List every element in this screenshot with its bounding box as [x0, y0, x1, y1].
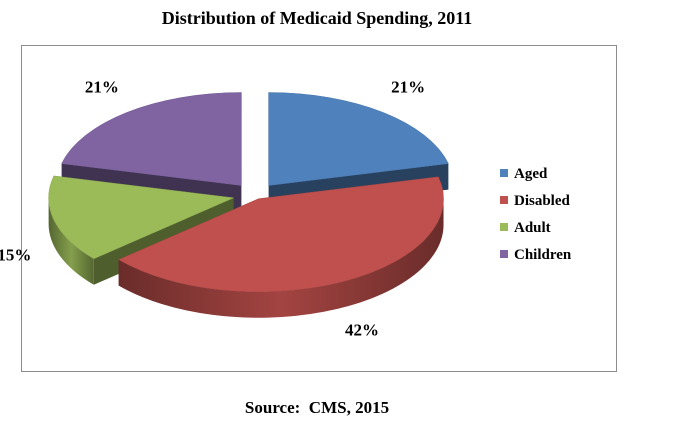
legend-swatch-children [500, 250, 508, 258]
legend-label-disabled: Disabled [514, 193, 571, 209]
legend-label-children: Children [514, 247, 572, 263]
data-label-aged: 21% [391, 77, 425, 96]
data-label-disabled: 42% [345, 321, 379, 340]
legend: Aged Disabled Adult Children [500, 166, 572, 263]
legend-label-adult: Adult [514, 220, 551, 236]
source-note: Source: CMS, 2015 [244, 398, 390, 417]
legend-item-adult: Adult [500, 220, 551, 236]
legend-item-disabled: Disabled [500, 193, 571, 209]
data-label-adult: 15% [0, 246, 31, 265]
legend-swatch-aged [500, 169, 508, 177]
slice-disabled [118, 176, 444, 318]
legend-item-children: Children [500, 247, 572, 263]
legend-label-aged: Aged [514, 166, 548, 182]
chart-title: Distribution of Medicaid Spending, 2011 [161, 8, 473, 28]
data-label-children: 21% [85, 77, 119, 96]
legend-swatch-disabled [500, 196, 508, 204]
legend-item-aged: Aged [500, 166, 548, 182]
legend-swatch-adult [500, 223, 508, 231]
